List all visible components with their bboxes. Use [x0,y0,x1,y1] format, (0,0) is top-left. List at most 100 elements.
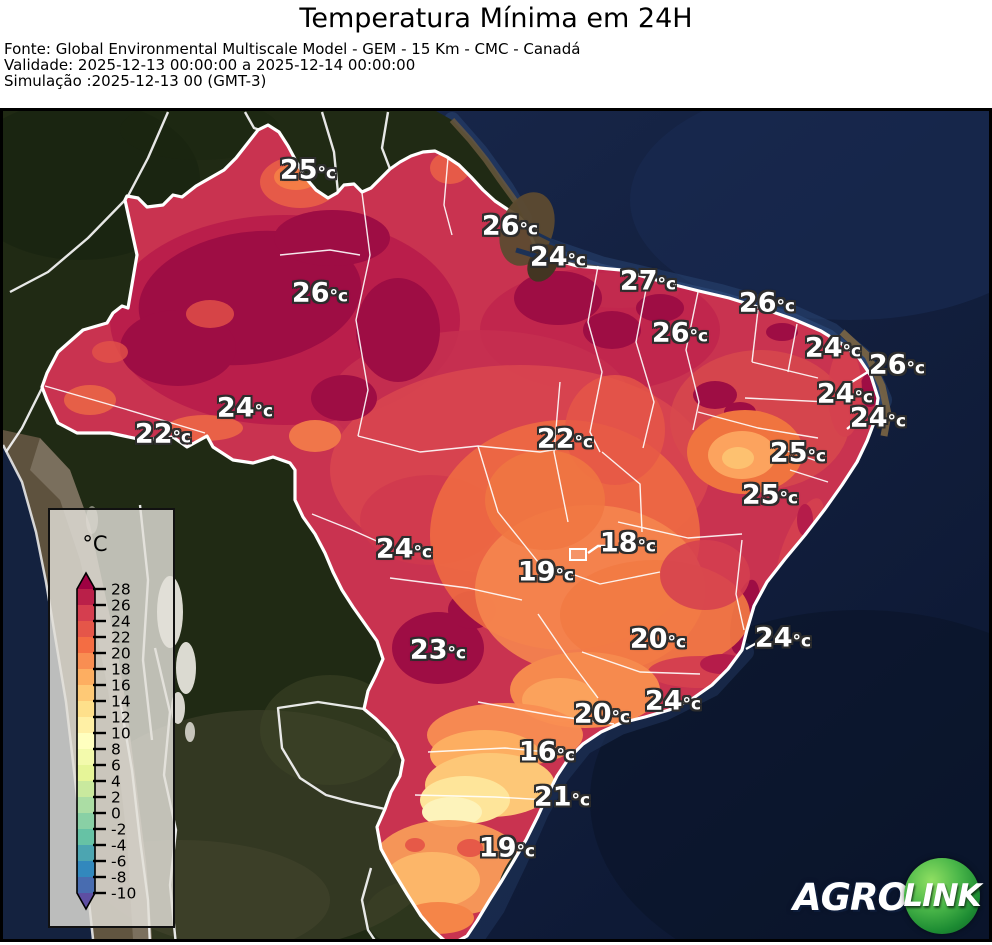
temp-unit: °c [792,631,812,652]
temp-unit: °c [574,432,594,453]
temp-label: 25°c [770,440,826,467]
temp-value: 25 [279,154,318,186]
temp-unit: °c [254,401,274,422]
svg-text:-8: -8 [111,869,126,887]
map-artwork [3,111,989,939]
state-borders [44,157,829,801]
temp-label: 19°c [518,559,574,586]
temp-value: 27 [619,265,658,297]
svg-text:16: 16 [111,677,131,695]
temp-value: 24 [375,533,414,565]
temp-value: 19 [517,556,556,588]
temp-label: 25°c [280,157,336,184]
temp-label: 26°c [869,352,925,379]
svg-text:-6: -6 [111,853,126,871]
validity-line: Validade: 2025-12-13 00:00:00 a 2025-12-… [4,56,416,74]
temp-value: 25 [769,437,808,469]
temp-label: 26°c [292,280,348,307]
svg-text:0: 0 [111,805,121,823]
simulation-line: Simulação :2025-12-13 00 (GMT-3) [4,72,267,90]
logo-text-agro: AGRO [793,876,909,919]
svg-text:18: 18 [111,661,131,679]
temp-label: 24°c [755,625,811,652]
temp-label: 24°c [376,536,432,563]
map-canvas: 25°c 26°c 24°c 27°c 26°c 26°c 26°c 24°c 26°c 24°c… [0,108,992,942]
temp-unit: °c [329,286,349,307]
source-line: Fonte: Global Environmental Multiscale M… [4,40,581,58]
temp-unit: °c [689,326,709,347]
svg-text:14: 14 [111,693,131,711]
temp-unit: °c [172,427,192,448]
distrito-federal-box [569,548,587,561]
temp-value: 24 [644,685,683,717]
temp-value: 24 [816,378,855,410]
temp-label: 22°c [537,426,593,453]
temp-unit: °c [556,745,576,766]
svg-text:-2: -2 [111,821,126,839]
temp-label: 24°c [217,395,273,422]
temp-unit: °c [887,411,907,432]
temp-unit: °c [682,694,702,715]
temp-value: 18 [599,527,638,559]
legend: °C 28 26 24 22 20 18 16 14 12 10 8 6 4 2 0 -2 -4 -6 -8 -10 [48,508,175,928]
svg-text:-10: -10 [111,885,136,903]
temp-label: 20°c [630,626,686,653]
brazil-border [40,123,880,939]
temp-label: 20°c [574,701,630,728]
temp-label: 19°c [479,835,535,862]
temp-unit: °c [519,219,539,240]
temp-label: 25°c [742,482,798,509]
temp-unit: °c [657,274,677,295]
temp-label: 24°c [817,381,873,408]
temp-unit: °c [807,446,827,467]
temp-value: 26 [868,349,907,381]
temp-label: 24°c [530,244,586,271]
temp-value: 21 [533,781,572,813]
temp-unit: °c [555,565,575,586]
temp-label: 26°c [739,290,795,317]
temp-label: 26°c [482,213,538,240]
temp-value: 19 [478,832,517,864]
temp-unit: °c [637,536,657,557]
temp-label: 24°c [805,335,861,362]
temp-value: 25 [741,479,780,511]
temp-value: 20 [573,698,612,730]
temp-unit: °c [447,643,467,664]
temp-label: 24°c [850,405,906,432]
svg-text:26: 26 [111,597,131,615]
temperature-field [64,137,878,934]
temp-value: 22 [536,423,575,455]
logo-text-link: LINK [903,878,981,914]
svg-text:24: 24 [111,613,131,631]
temp-unit: °c [667,632,687,653]
temp-label: 16°c [519,739,575,766]
temp-unit: °c [571,790,591,811]
temp-unit: °c [413,542,433,563]
temp-unit: °c [776,296,796,317]
temp-value: 22 [134,418,173,450]
header: Temperatura Mínima em 24H Fonte: Global … [0,0,992,90]
temp-label: 22°c [135,421,191,448]
temp-unit: °c [779,488,799,509]
svg-text:8: 8 [111,741,121,759]
temp-unit: °c [854,387,874,408]
temp-value: 26 [291,277,330,309]
temp-unit: °c [567,250,587,271]
temp-value: 23 [409,634,448,666]
temp-unit: °c [906,358,926,379]
svg-text:12: 12 [111,709,131,727]
label-leader-lines [587,365,877,651]
svg-text:2: 2 [111,789,121,807]
temp-unit: °c [516,841,536,862]
agrolink-logo: AGRO LINK [758,851,988,939]
temp-value: 26 [651,317,690,349]
temp-value: 24 [529,241,568,273]
temp-value: 26 [738,287,777,319]
temp-label: 27°c [620,268,676,295]
temp-unit: °c [611,707,631,728]
temp-value: 24 [849,402,888,434]
temp-value: 26 [481,210,520,242]
svg-text:10: 10 [111,725,131,743]
